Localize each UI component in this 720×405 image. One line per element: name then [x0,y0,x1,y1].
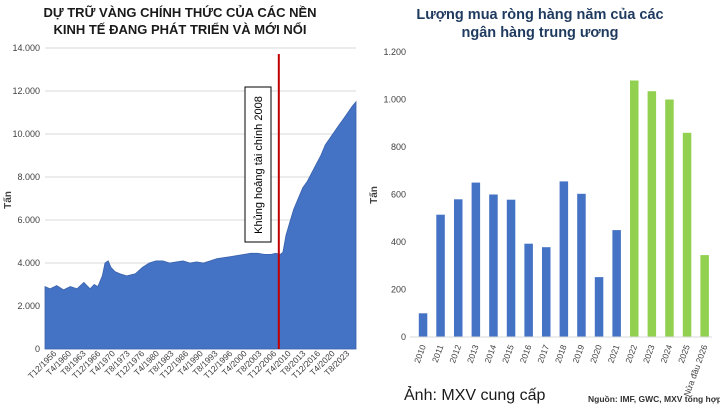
x-tick-label: 2016 [518,343,534,364]
y-tick-label: 8.000 [17,172,40,182]
bar [665,99,674,337]
x-tick-label: 2020 [588,343,604,364]
x-tick-label: 2022 [623,343,639,364]
x-tick-label: 2014 [482,343,498,364]
y-tick-label: 0 [401,332,406,342]
y-tick-label: 2.000 [17,301,40,311]
x-tick-label: 2024 [658,343,674,364]
x-tick-label: 2017 [535,343,551,364]
bar [454,199,463,338]
bar [506,199,516,337]
bar [436,214,445,337]
y-tick-label: 800 [391,142,406,152]
left-chart-title: DỰ TRỮ VÀNG CHÍNH THỨC CỦA CÁC NỀN KINH … [43,5,317,37]
x-tick-label: 2019 [570,343,586,364]
y-tick-label: 0 [35,344,40,354]
bar [559,181,569,337]
bar [700,255,709,337]
bar [418,313,428,338]
source-note: Nguồn: IMF, GWC, MXV tổng hợp [588,394,720,404]
crisis-annotation-box [244,86,272,243]
bar [647,91,657,337]
y-tick-label: 12.000 [12,86,40,96]
x-tick-label: 2023 [641,343,657,364]
bar [594,277,604,337]
y-tick-label: 4.000 [17,258,40,268]
x-tick-label: 2018 [553,343,569,364]
right-chart-title: Lượng mua ròng hàng năm của các ngân hàn… [416,7,664,41]
x-tick-label: 2025 [676,343,692,364]
right-chart-panel: Lượng mua ròng hàng năm của các ngân hàn… [360,0,720,405]
crisis-annotation-label: Khủng hoảng tài chính 2008 [253,96,265,234]
y-tick-label: 1.200 [383,47,406,57]
x-tick-label: 2021 [606,343,622,364]
x-tick-label: 2015 [500,343,516,364]
x-tick-label: 2011 [430,343,446,364]
bar [471,182,481,337]
y-tick-label: 200 [391,285,406,295]
bar [630,80,639,337]
y-tick-label: 14.000 [12,43,40,53]
y-axis-label: Tấn [2,191,14,209]
bar [524,243,533,337]
y-tick-label: 10.000 [12,129,40,139]
y-tick-label: 600 [391,190,406,200]
x-tick-label: 2013 [465,343,481,364]
gold-reserves-area [44,100,357,350]
bar [489,194,498,337]
bar [542,247,551,337]
left-chart-panel: DỰ TRỮ VÀNG CHÍNH THỨC CỦA CÁC NỀN KINH … [2,5,357,381]
bar [577,193,586,337]
y-axis-label: Tấn [368,186,380,204]
image-caption: Ảnh: MXV cung cấp [404,387,546,404]
y-tick-label: 400 [391,237,406,247]
bar [682,132,692,338]
gold-reserves-area-chart: 0 2.000 4.000 6.000 8.000 10.000 12.000 14.000 K… [2,43,357,381]
y-tick-label: 1.000 [383,95,406,105]
y-tick-label: 6.000 [17,215,40,225]
x-tick-label: 2010 [412,343,428,364]
bar [612,230,621,337]
x-tick-label: 2012 [447,343,463,364]
